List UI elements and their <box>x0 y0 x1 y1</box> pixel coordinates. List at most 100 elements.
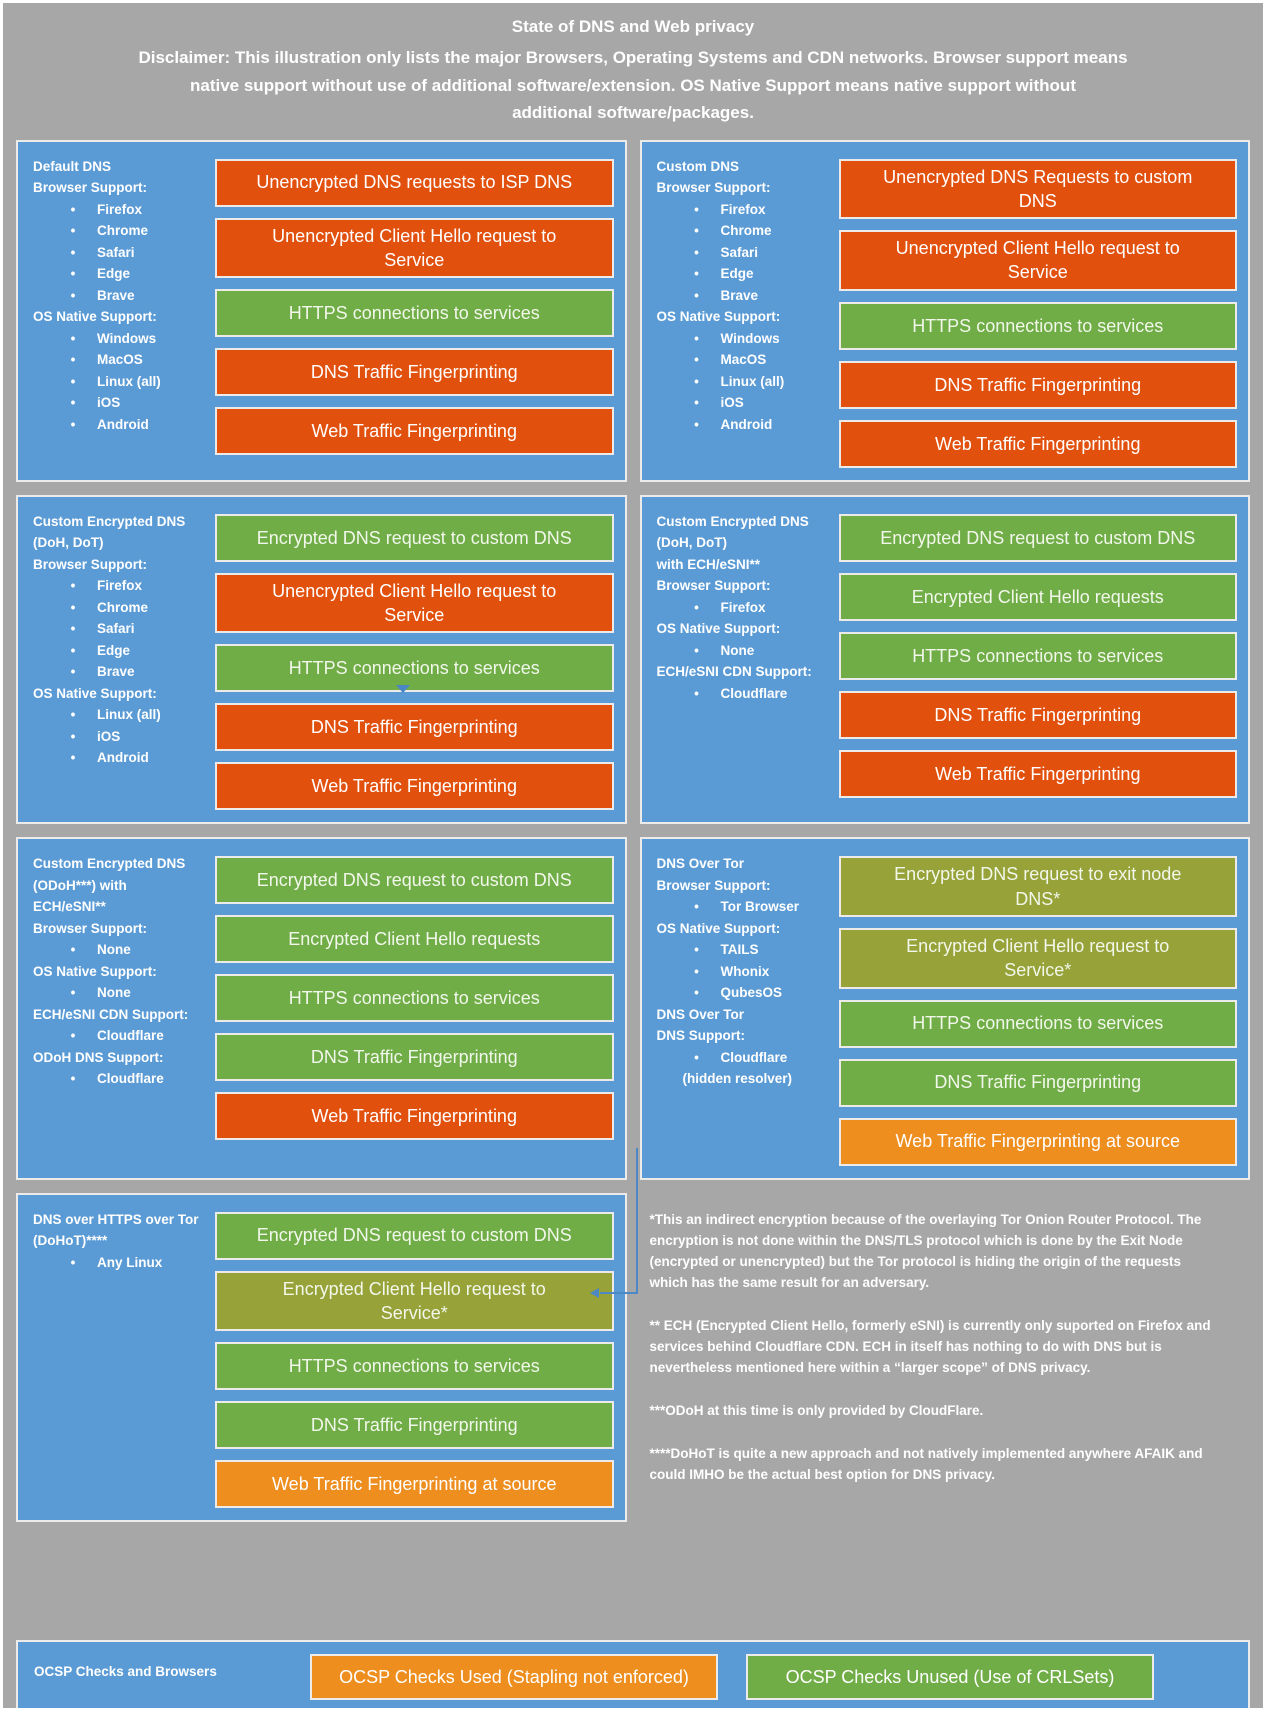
support-item: • Tor Browser <box>657 896 829 918</box>
bullet-icon: • <box>694 266 699 282</box>
panel-bars: Encrypted DNS request to custom DNS Encry… <box>838 509 1237 811</box>
bullet-icon: • <box>70 330 76 346</box>
bullet-icon: • <box>70 244 76 260</box>
bullet-icon: • <box>70 373 76 389</box>
support-heading: OS Native Support: <box>656 309 781 325</box>
bullet-icon: • <box>694 352 699 368</box>
flow-bar: Unencrypted Client Hello request to Serv… <box>215 572 614 634</box>
bullet-icon: • <box>70 707 76 723</box>
support-item: • Cloudflare <box>657 1047 829 1069</box>
support-heading: Browser Support: <box>33 556 148 572</box>
support-item: • Safari <box>33 242 205 264</box>
panel-title-line: Default DNS <box>33 158 112 174</box>
bullet-icon: • <box>694 685 699 701</box>
support-heading: OS Native Support: <box>33 309 157 325</box>
panel-title-line: ECH/eSNI** <box>33 899 106 915</box>
panel-title-line: Custom Encrypted DNS <box>33 513 186 529</box>
support-item-label: None <box>97 985 131 1001</box>
bullet-icon: • <box>694 244 699 260</box>
support-item-label: Android <box>97 750 149 766</box>
support-item-label: iOS <box>97 728 121 744</box>
panel-labels: Default DNS Browser Support: • Firefox • Chro… <box>29 154 205 468</box>
support-item-label: Cloudflare <box>97 1071 164 1087</box>
support-item: • Cloudflare <box>33 1025 205 1047</box>
panel-bars: Unencrypted DNS Requests to custom DNS Un… <box>838 154 1237 468</box>
flow-bar: HTTPS connections to services <box>215 289 614 338</box>
support-item-label: Safari <box>97 621 135 637</box>
ocsp-unused-header: OCSP Checks Unused (Use of CRLSets) <box>746 1654 1154 1701</box>
support-item: • Windows <box>33 328 205 350</box>
support-item: • iOS <box>33 392 205 414</box>
disclaimer-text: Disclaimer: This illustration only lists… <box>138 48 1128 123</box>
bullet-icon: • <box>694 942 699 958</box>
footnote: *This an indirect encryption because of … <box>649 1211 1202 1290</box>
support-item: • iOS <box>33 726 205 748</box>
bullet-icon: • <box>70 664 76 680</box>
support-item: • Any Linux <box>33 1252 205 1274</box>
page-title: State of DNS and Web privacy <box>511 17 755 36</box>
panel-title-line: (DoH, DoT) <box>656 535 727 551</box>
support-item: • Chrome <box>33 220 205 242</box>
panel-title-line: Custom Encrypted DNS <box>656 513 809 529</box>
panel-title-line: Custom DNS <box>656 158 740 174</box>
ocsp-group-used: OCSP Checks Used (Stapling not enforced)… <box>310 1654 718 1708</box>
support-item-label: Edge <box>720 266 754 282</box>
flow-bar: Unencrypted Client Hello request to Serv… <box>215 217 614 279</box>
footnote: ** ECH (Encrypted Client Hello, formerly… <box>649 1317 1211 1375</box>
panel-odoh-ech: Custom Encrypted DNS (ODoH***) with ECH/eS… <box>16 837 627 1180</box>
flow-bar: DNS Traffic Fingerprinting <box>838 360 1237 409</box>
bullet-icon: • <box>70 201 76 217</box>
bullet-icon: • <box>694 201 699 217</box>
flow-bar: Encrypted DNS request to exit node DNS* <box>838 856 1237 917</box>
panel-labels: DNS over HTTPS over Tor (DoHoT)**** • Any L… <box>29 1207 205 1509</box>
bullet-icon: • <box>70 352 76 368</box>
support-item: • MacOS <box>657 349 829 371</box>
bullet-icon: • <box>70 223 76 239</box>
footnote: ***ODoH at this time is only provided by… <box>649 1402 984 1418</box>
support-item-label: Windows <box>97 330 157 346</box>
support-item: • Android <box>33 747 205 769</box>
flow-bar: Encrypted Client Hello requests <box>838 572 1237 621</box>
support-item: • TAILS <box>657 939 829 961</box>
support-item: • Edge <box>33 263 205 285</box>
bullet-icon: • <box>70 750 76 766</box>
support-item: • Linux (all) <box>33 704 205 726</box>
support-item-label: Edge <box>97 642 131 658</box>
support-item-label: Linux (all) <box>97 373 161 389</box>
flow-bar: Encrypted Client Hello requests <box>215 915 614 964</box>
flow-bar: DNS Traffic Fingerprinting <box>838 690 1237 739</box>
ocsp-title: OCSP Checks and Browsers <box>34 1664 217 1680</box>
support-item-label: iOS <box>720 395 744 411</box>
support-item: • Android <box>657 414 829 436</box>
support-item: • MacOS <box>33 349 205 371</box>
support-item: • Safari <box>657 242 829 264</box>
flow-bar: DNS Traffic Fingerprinting <box>215 703 614 752</box>
flow-bar: Unencrypted DNS requests to ISP DNS <box>215 158 614 207</box>
support-item-label: Safari <box>97 244 135 260</box>
flow-bar: DNS Traffic Fingerprinting <box>215 1401 614 1450</box>
bullet-icon: • <box>70 416 76 432</box>
support-item: • None <box>657 640 829 662</box>
support-heading: Browser Support: <box>656 877 771 893</box>
support-heading: Browser Support: <box>33 920 148 936</box>
support-heading: DNS Over Tor <box>656 1006 745 1022</box>
bullet-icon: • <box>694 330 699 346</box>
support-heading: DNS Support: <box>656 1028 746 1044</box>
panel-title-line: with ECH/eSNI** <box>656 556 761 572</box>
support-heading: OS Native Support: <box>33 963 157 979</box>
support-item-label: Firefox <box>720 201 766 217</box>
flow-bar: Unencrypted Client Hello request to Serv… <box>838 230 1237 291</box>
bullet-icon: • <box>694 395 699 411</box>
flow-bar: Encrypted DNS request to custom DNS <box>215 1211 614 1260</box>
bullet-icon: • <box>70 728 76 744</box>
support-item: • Firefox <box>657 597 829 619</box>
flow-bar: Encrypted DNS request to custom DNS <box>215 856 614 905</box>
support-heading: Browser Support: <box>33 180 148 196</box>
panel-dns-over-tor: DNS Over Tor Browser Support: • Tor Browser… <box>639 837 1250 1180</box>
support-item: • Brave <box>657 285 829 307</box>
flow-bar: DNS Traffic Fingerprinting <box>215 348 614 397</box>
support-heading: Browser Support: <box>656 180 771 196</box>
flow-bar: HTTPS connections to services <box>838 999 1237 1048</box>
support-item: • QubesOS <box>657 982 829 1004</box>
support-item: • Cloudflare <box>657 683 829 705</box>
